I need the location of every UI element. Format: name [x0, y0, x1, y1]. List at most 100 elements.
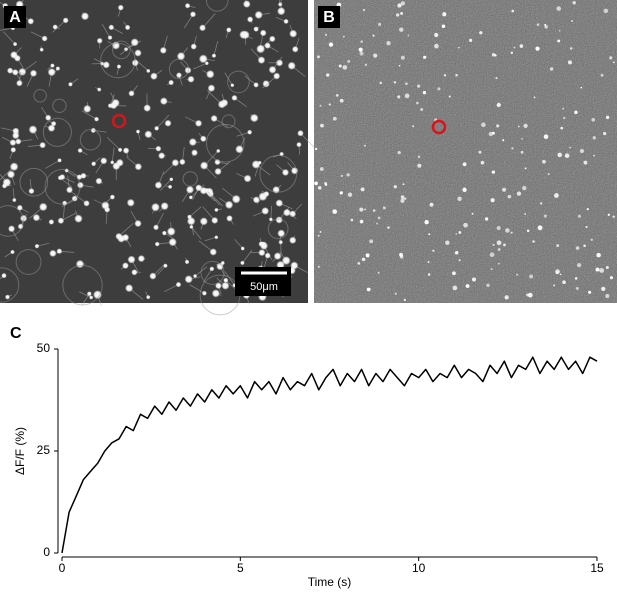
cell: [472, 213, 474, 215]
cell: [332, 209, 337, 214]
cell: [453, 286, 458, 291]
cell: [195, 120, 202, 127]
cell: [399, 27, 403, 31]
cell: [167, 227, 176, 236]
cell: [252, 160, 261, 169]
cell: [580, 149, 584, 153]
cell: [62, 200, 67, 205]
cell: [606, 266, 609, 269]
cell: [128, 256, 136, 264]
cell: [329, 42, 333, 46]
cell: [200, 136, 206, 142]
cell: [169, 238, 177, 246]
cell: [153, 224, 159, 230]
cell: [339, 64, 342, 67]
cell: [206, 70, 214, 78]
cell: [434, 44, 439, 49]
cell: [200, 161, 208, 169]
cell: [348, 193, 352, 197]
cell: [250, 114, 259, 123]
cell: [466, 284, 470, 288]
cell: [320, 231, 322, 233]
cell: [527, 229, 530, 232]
cell: [511, 10, 514, 13]
cell: [191, 43, 197, 49]
cell: [405, 94, 410, 99]
cell: [455, 74, 458, 77]
cell: [376, 223, 378, 225]
cell: [275, 199, 283, 207]
cell: [10, 147, 16, 153]
cell: [209, 266, 214, 271]
cell: [604, 9, 609, 14]
cell: [35, 244, 40, 249]
cell: [155, 181, 162, 188]
cell: [117, 64, 122, 69]
cell: [78, 148, 83, 153]
cell: [576, 246, 580, 250]
cell: [400, 199, 404, 203]
cell: [502, 188, 506, 192]
x-tick-label: 15: [590, 561, 604, 575]
cell: [117, 235, 125, 243]
cell: [481, 161, 485, 165]
cell: [383, 206, 386, 209]
cell: [378, 217, 381, 220]
cell: [143, 104, 151, 112]
cell: [416, 102, 419, 105]
cell: [232, 195, 241, 204]
cell: [572, 1, 575, 4]
cell: [369, 239, 373, 243]
cell: [13, 42, 17, 46]
cell: [366, 253, 370, 257]
cell: [112, 162, 120, 170]
cell: [212, 53, 217, 58]
cell: [424, 220, 428, 224]
cell: [400, 255, 403, 258]
cell: [326, 73, 329, 76]
cell: [278, 2, 283, 7]
cell: [511, 232, 513, 234]
cell: [160, 97, 168, 105]
cell: [578, 215, 581, 218]
cell: [50, 63, 55, 68]
cell: [557, 39, 560, 42]
cell: [599, 268, 604, 273]
cell: [430, 203, 434, 207]
cell: [134, 49, 141, 56]
cell: [359, 207, 363, 211]
cell: [569, 147, 571, 149]
cell: [380, 82, 383, 85]
cell: [288, 62, 296, 70]
cell: [485, 217, 488, 220]
cell: [269, 66, 277, 74]
cell: [108, 35, 113, 40]
cell: [442, 12, 446, 16]
cell: [343, 65, 348, 70]
cell: [360, 40, 363, 43]
cell: [150, 72, 158, 80]
cell: [146, 295, 150, 299]
cell: [347, 173, 350, 176]
cell: [154, 126, 159, 131]
cell: [557, 153, 561, 157]
cell: [42, 36, 48, 42]
cell: [262, 80, 269, 87]
cell: [405, 82, 408, 85]
cell: [110, 194, 115, 199]
cell: [319, 105, 321, 107]
cell: [320, 124, 324, 128]
cell: [214, 168, 221, 175]
cell: [575, 277, 578, 280]
cell: [216, 149, 220, 153]
cell: [395, 293, 397, 295]
cell: [508, 195, 512, 199]
cell: [612, 215, 614, 217]
cell: [189, 138, 197, 146]
y-tick-label: 50: [37, 341, 51, 355]
cell: [428, 233, 430, 235]
cell: [95, 178, 102, 185]
cell: [495, 77, 497, 79]
cell: [291, 167, 298, 174]
cell: [108, 103, 113, 108]
